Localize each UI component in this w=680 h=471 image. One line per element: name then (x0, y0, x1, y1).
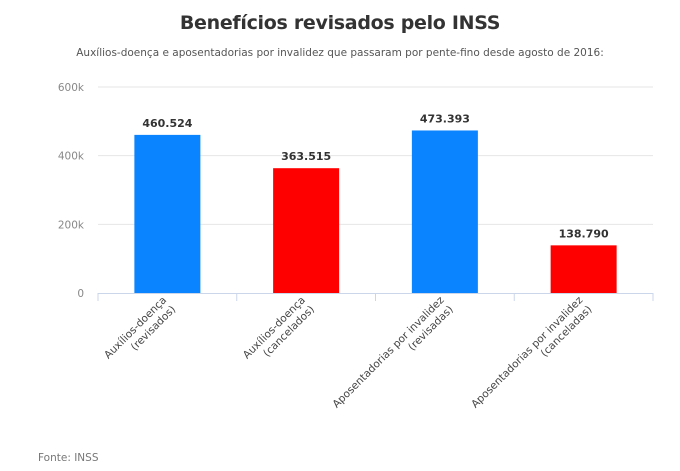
y-tick-label: 200k (58, 219, 85, 231)
x-tick-label: Aposentadorias por invalidez (469, 294, 586, 411)
x-tick-label: Aposentadorias por invalidez (330, 294, 447, 411)
bar (411, 130, 478, 293)
x-category-label: Auxílios-doença(cancelados) (241, 294, 317, 361)
source-note: Fonte: INSS (38, 452, 99, 464)
x-category-label: Auxílios-doença(revisados) (102, 294, 178, 361)
data-label: 473.393 (420, 112, 470, 125)
data-label: 138.790 (559, 227, 609, 240)
bar (550, 245, 617, 293)
bar (134, 134, 201, 293)
y-tick-label: 600k (58, 82, 85, 94)
y-tick-label: 400k (58, 151, 85, 163)
x-category-label: Aposentadorias por invalidez(revisadas) (330, 294, 455, 411)
data-label: 363.515 (281, 150, 331, 163)
x-category-label: Aposentadorias por invalidez(canceladas) (469, 294, 594, 411)
chart-subtitle: Auxílios-doença e aposentadorias por inv… (76, 47, 604, 59)
data-label: 460.524 (142, 117, 192, 130)
y-tick-label: 0 (77, 288, 84, 300)
chart-title: Benefícios revisados pelo INSS (179, 12, 501, 34)
bar (273, 168, 340, 293)
